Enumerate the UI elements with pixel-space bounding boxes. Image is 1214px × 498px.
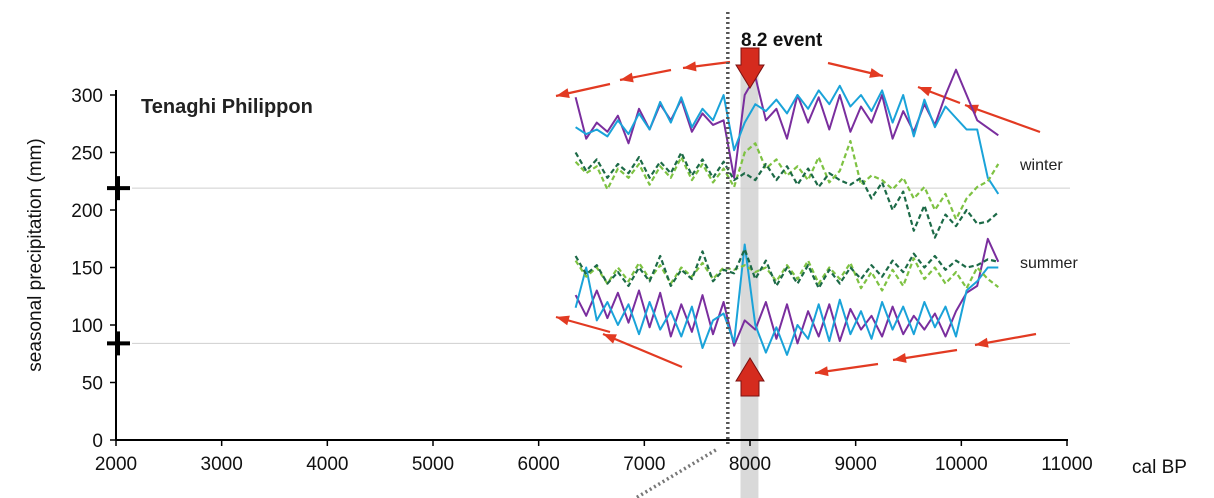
chart-text: Tenaghi Philippon cal BP seasonal precip… [25,30,1187,478]
x-tick-label-9000: 9000 [835,454,877,475]
series-summer-lightgreen [574,257,999,292]
event-markers [634,12,765,498]
x-tick-label-6000: 6000 [518,454,560,475]
trend-arrow-4-head [869,68,883,78]
reference-lines [107,176,1070,356]
trend-arrow-3-head [556,88,570,99]
series-winter-cyan [575,84,1000,195]
summer-annotation: summer [1020,255,1078,272]
series-lines [574,68,1000,356]
x-tick-label-3000: 3000 [201,454,243,475]
trend-arrow-7-head [556,315,570,326]
trend-arrow-2-head [620,72,634,83]
x-tick-label-2000: 2000 [95,454,137,475]
trend-arrow-5-head [918,86,932,97]
y-tick-label-250: 250 [71,144,103,165]
trend-arrow-8-head [603,334,617,344]
event-label: 8.2 event [741,30,823,51]
series-winter-darkgreen [574,151,1000,239]
axes: 2000 3000 4000 5000 6000 7000 8000 9000 10000 110… [71,86,1092,475]
trend-arrow-10-head [893,353,907,363]
x-tick-label-11000: 11000 [1041,454,1092,475]
trend-arrow-1-head [683,61,697,72]
trend-arrows [555,60,1041,377]
trend-arrow-6-shaft [964,103,1041,134]
y-tick-label-200: 200 [71,201,103,222]
trend-arrow-8-shaft [602,332,683,369]
chart-title: Tenaghi Philippon [141,96,313,118]
y-tick-label-0: 0 [92,431,103,452]
event-arrow-down [735,47,765,89]
winter-annotation: winter [1019,157,1063,174]
x-tick-label-10000: 10000 [935,454,988,475]
trend-arrow-9-head [815,366,829,377]
event-boundary-extension [634,448,717,498]
x-axis-label: cal BP [1132,457,1187,478]
series-summer-darkgreen [574,248,999,290]
x-tick-label-8000: 8000 [729,454,771,475]
event-arrow-up [735,357,765,397]
y-tick-label-300: 300 [71,86,103,107]
x-tick-label-5000: 5000 [412,454,454,475]
trend-arrow-11-head [975,337,989,348]
series-summer-cyan [574,243,999,356]
series-winter-lightgreen [574,139,1000,221]
y-axis-label: seasonal precipitation (mm) [25,138,46,371]
x-tick-label-4000: 4000 [306,454,348,475]
y-tick-label-150: 150 [71,259,103,280]
x-tick-label-7000: 7000 [623,454,665,475]
y-tick-label-50: 50 [82,374,103,395]
y-tick-label-100: 100 [71,316,103,337]
